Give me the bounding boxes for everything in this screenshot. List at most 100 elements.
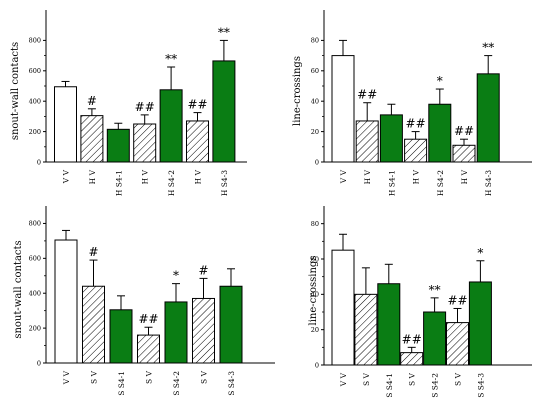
bar-2: [355, 120, 379, 163]
category-label: S V: [408, 372, 417, 386]
category-label: S V: [454, 372, 463, 386]
category-label: S V: [90, 370, 99, 384]
category-label: V V: [339, 372, 348, 387]
bar-7: [212, 60, 236, 163]
bar-2: [80, 115, 104, 163]
significance-label: **: [482, 41, 494, 55]
bar-1: [331, 55, 355, 163]
panel-top-right: 0 20 40 60 80 line-crossings V V ## H V H S4-1 ## H…: [292, 10, 532, 196]
bar-7: [468, 281, 492, 366]
category-label: H V: [194, 169, 203, 184]
y-tick-label: 200: [29, 324, 41, 332]
significance-label: #: [87, 94, 97, 108]
category-label: H S4-3: [220, 170, 229, 196]
category-label: H V: [412, 169, 421, 184]
category-label: H S4-3: [484, 170, 493, 196]
significance-label: *: [477, 246, 483, 260]
category-label: H S4-1: [387, 170, 396, 196]
significance-label: ##: [454, 124, 474, 138]
significance-label: ##: [447, 293, 467, 307]
category-label: H V: [141, 169, 150, 184]
bar-7: [219, 285, 243, 364]
significance-label: #: [198, 263, 208, 277]
y-tick-label: 80: [311, 220, 319, 228]
bar-5: [428, 103, 452, 163]
y-axis-label: line-crossings: [308, 256, 319, 326]
bar-7: [476, 73, 500, 163]
significance-label: ##: [402, 332, 422, 346]
category-label: S S4-3: [227, 371, 236, 396]
bar-5: [159, 89, 183, 163]
significance-label: ##: [135, 100, 155, 114]
y-tick-label: 800: [29, 37, 41, 45]
category-label: S V: [200, 370, 209, 384]
category-label: H V: [460, 169, 469, 184]
y-tick-label: 40: [311, 98, 319, 106]
significance-label: ##: [406, 117, 426, 131]
bar-4: [400, 352, 424, 366]
category-label: S V: [145, 370, 154, 384]
y-tick-label: 600: [29, 255, 41, 263]
category-label: S S4-3: [476, 373, 485, 398]
significance-label: ##: [357, 88, 377, 102]
bar-3: [106, 128, 130, 163]
y-tick-label: 0: [37, 359, 41, 367]
bar-1: [331, 249, 355, 366]
y-tick-label: 20: [311, 128, 319, 136]
significance-label: *: [173, 269, 179, 283]
category-label: V V: [339, 169, 348, 184]
bar-6: [452, 144, 476, 163]
y-tick-label: 40: [311, 291, 319, 299]
category-label: V V: [62, 169, 71, 184]
category-label: H S4-2: [167, 170, 176, 196]
y-tick-label: 600: [29, 67, 41, 75]
y-tick-label: 400: [29, 98, 41, 106]
category-label: S S4-1: [385, 373, 394, 398]
significance-label: ##: [138, 312, 158, 326]
bar-2: [82, 285, 105, 364]
y-tick-label: 0: [315, 361, 319, 369]
bar-4: [404, 138, 428, 163]
bar-6: [446, 322, 469, 366]
category-label: S V: [362, 372, 371, 386]
panel-bottom-right: 0 20 40 60 80 line-crossings V V S V S S4-1 ## S V…: [308, 206, 532, 398]
category-label: S S4-2: [172, 371, 181, 396]
bar-1: [54, 239, 78, 364]
y-tick-label: 80: [311, 37, 319, 45]
category-label: H V: [363, 169, 372, 184]
significance-label: #: [88, 245, 98, 259]
bar-4: [137, 334, 160, 364]
y-axis-label: snout-wall contacts: [10, 42, 21, 140]
significance-label: *: [437, 74, 443, 88]
category-label: H S4-2: [436, 170, 445, 196]
bar-3: [379, 114, 403, 163]
panel-bottom-left: 0 200 400 600 800 snout-wall contacts V V # S V S…: [13, 206, 275, 396]
y-tick-label: 800: [29, 220, 41, 228]
significance-label: **: [429, 283, 441, 297]
significance-label: **: [218, 25, 230, 39]
y-tick-label: 60: [311, 67, 319, 75]
bar-1: [54, 86, 77, 163]
bar-3: [109, 309, 133, 364]
y-tick-label: 20: [311, 326, 319, 334]
y-axis-label: snout-wall contacts: [13, 240, 24, 338]
category-label: H S4-1: [114, 170, 123, 196]
y-tick-label: 0: [37, 158, 41, 166]
category-label: S S4-2: [431, 373, 440, 398]
category-label: S S4-1: [117, 371, 126, 396]
bar-5: [423, 311, 447, 366]
bar-3: [377, 283, 401, 366]
category-label: V V: [62, 370, 71, 385]
panel-top-left: 0 200 400 600 800 snout-wall contacts V V # H V H…: [10, 10, 247, 196]
significance-label: **: [165, 52, 177, 66]
bar-2: [354, 293, 378, 366]
bar-6: [192, 297, 215, 364]
significance-label: ##: [187, 98, 207, 112]
y-tick-label: 400: [29, 290, 41, 298]
y-tick-label: 0: [315, 158, 319, 166]
bar-4: [133, 123, 157, 163]
category-label: H V: [88, 169, 97, 184]
bar-6: [186, 120, 209, 163]
y-tick-label: 60: [311, 255, 319, 263]
